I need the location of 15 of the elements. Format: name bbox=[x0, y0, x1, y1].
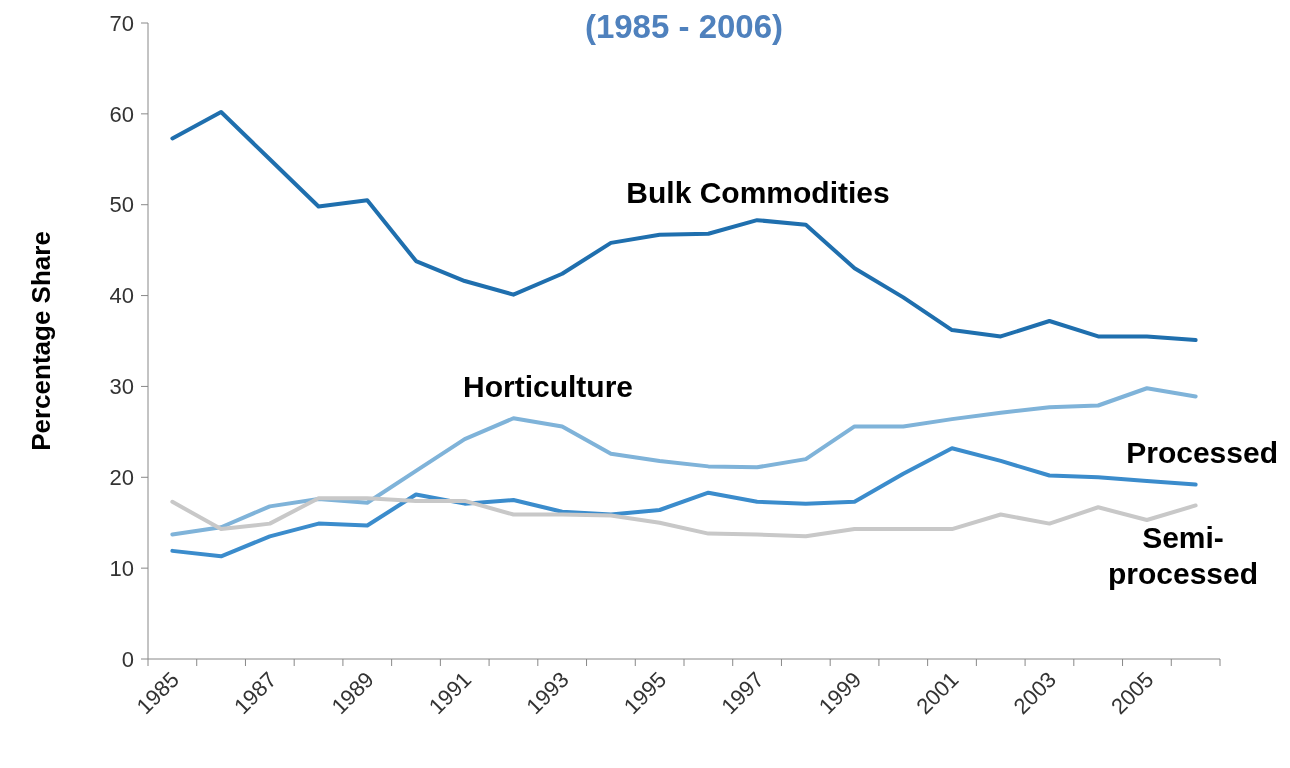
y-tick-label: 70 bbox=[109, 10, 134, 36]
y-tick-label: 20 bbox=[109, 464, 134, 490]
y-tick-label: 60 bbox=[109, 101, 134, 127]
y-axis-title: Percentage Share bbox=[26, 231, 56, 451]
y-tick-label: 50 bbox=[109, 192, 134, 218]
y-tick-label: 30 bbox=[109, 374, 134, 400]
y-tick-label: 10 bbox=[109, 555, 134, 581]
chart-title: (1985 - 2006) bbox=[584, 8, 784, 45]
y-tick-label: 0 bbox=[121, 646, 134, 672]
series-label: Semi- processed bbox=[1107, 521, 1259, 590]
series-label: Processed bbox=[1126, 436, 1278, 469]
y-tick-label: 40 bbox=[109, 283, 134, 309]
line-series bbox=[170, 110, 1198, 343]
series-label: Horticulture bbox=[462, 370, 634, 403]
series-label: Bulk Commodities bbox=[626, 176, 890, 209]
